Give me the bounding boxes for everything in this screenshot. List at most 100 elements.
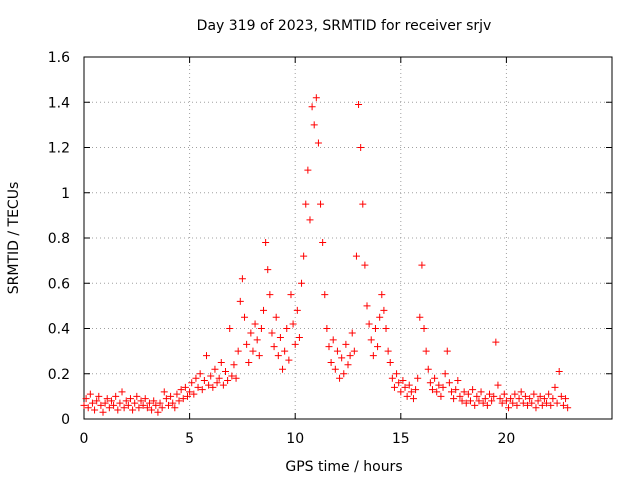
data-point <box>105 404 113 412</box>
data-point <box>270 343 278 351</box>
data-point <box>219 381 227 389</box>
data-point <box>158 404 166 412</box>
data-point <box>543 399 551 407</box>
data-point <box>414 374 422 382</box>
data-point <box>82 395 90 403</box>
data-point <box>412 386 420 394</box>
data-point <box>194 383 202 391</box>
data-point <box>547 401 555 409</box>
data-point <box>327 358 335 366</box>
x-axis: 0 5 10 15 20 <box>80 57 515 447</box>
data-point <box>133 392 141 400</box>
data-point <box>407 388 415 396</box>
data-point <box>145 399 153 407</box>
data-point <box>500 390 508 398</box>
data-point <box>160 388 168 396</box>
data-point <box>293 306 301 314</box>
data-point <box>304 166 312 174</box>
data-point <box>456 392 464 400</box>
data-point <box>167 392 175 400</box>
data-point <box>154 408 162 416</box>
data-point <box>521 392 529 400</box>
data-point <box>97 401 105 409</box>
data-point <box>357 144 365 151</box>
data-point <box>435 381 443 389</box>
data-point <box>101 399 109 407</box>
data-point <box>505 404 513 412</box>
data-point <box>462 399 470 407</box>
data-point <box>93 397 101 405</box>
data-point <box>519 399 527 407</box>
data-point <box>447 388 455 396</box>
y-axis-label: SRMTID / TECUs <box>6 182 22 295</box>
data-point <box>181 383 189 391</box>
data-point <box>488 397 496 405</box>
data-point <box>397 388 405 396</box>
data-point <box>564 404 572 412</box>
data-point <box>344 361 352 369</box>
data-point <box>209 383 217 391</box>
data-point <box>131 399 139 407</box>
data-point <box>466 397 474 405</box>
data-point <box>551 383 559 391</box>
data-point <box>126 395 134 403</box>
y-tick-label: 0.2 <box>48 367 70 383</box>
data-point <box>222 367 230 375</box>
x-tick-label: 15 <box>392 431 410 447</box>
data-point <box>84 404 92 412</box>
data-point <box>266 291 274 299</box>
data-point <box>173 390 181 398</box>
data-point <box>416 313 424 321</box>
data-point <box>139 401 147 409</box>
data-point <box>331 365 339 373</box>
data-point <box>249 347 257 355</box>
data-point <box>365 320 373 328</box>
data-point <box>264 266 272 274</box>
data-point <box>243 340 251 348</box>
data-point <box>507 395 515 403</box>
data-point <box>99 408 107 416</box>
data-point <box>325 343 333 351</box>
data-point <box>198 386 206 394</box>
data-point <box>177 386 185 394</box>
data-point <box>162 395 170 403</box>
data-point <box>479 399 487 407</box>
data-point <box>473 392 481 400</box>
data-point <box>483 401 491 409</box>
data-point <box>88 399 96 407</box>
data-point <box>439 383 447 391</box>
data-point <box>137 397 145 405</box>
data-point <box>363 302 371 310</box>
data-point <box>443 347 451 355</box>
data-point <box>371 325 379 332</box>
data-point <box>405 381 413 389</box>
data-point <box>226 325 234 332</box>
data-point <box>300 252 308 260</box>
data-point <box>95 392 103 400</box>
data-point <box>213 379 221 387</box>
data-point <box>179 395 187 403</box>
data-point <box>486 390 494 398</box>
data-point <box>530 390 538 398</box>
data-point <box>555 367 563 375</box>
data-point <box>513 401 521 409</box>
data-point <box>283 325 291 332</box>
data-point <box>232 374 240 382</box>
data-point <box>452 386 460 394</box>
data-point <box>116 399 124 407</box>
x-tick-label: 5 <box>185 431 194 447</box>
data-point <box>454 377 462 385</box>
data-point <box>418 261 426 269</box>
data-point <box>475 397 483 405</box>
data-point <box>359 200 367 208</box>
data-point <box>156 399 164 407</box>
data-point <box>382 325 390 332</box>
data-point <box>367 336 375 344</box>
data-point <box>532 404 540 412</box>
y-tick-label: 0.4 <box>48 322 70 338</box>
data-point <box>557 392 565 400</box>
data-point <box>426 379 434 387</box>
data-point <box>562 395 570 403</box>
data-point <box>110 401 118 409</box>
data-point <box>450 395 458 403</box>
